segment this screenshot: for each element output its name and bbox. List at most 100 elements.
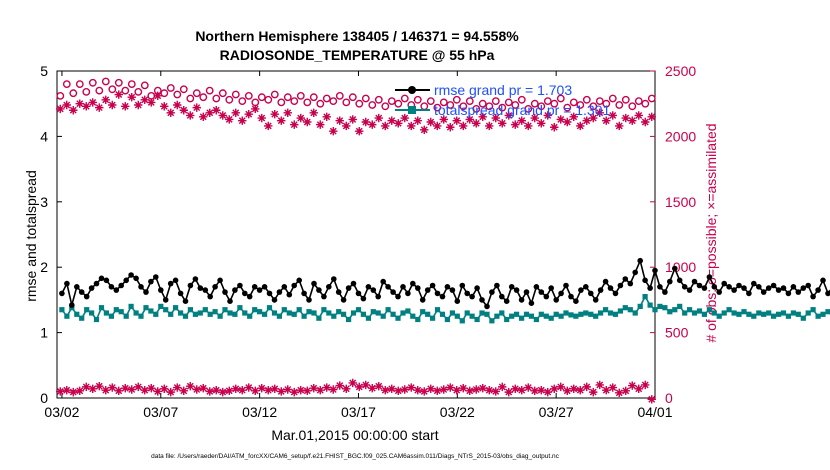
rmse-point — [716, 289, 722, 295]
spread-point — [711, 310, 717, 316]
spread-point — [474, 316, 480, 323]
rmse-point — [83, 293, 90, 300]
spread-point — [598, 310, 604, 316]
assimilated-low-point — [296, 385, 305, 395]
rmse-point — [69, 302, 75, 308]
spread-point — [138, 313, 144, 319]
spread-point — [776, 311, 782, 317]
spread-point — [350, 310, 357, 316]
rmse-point — [756, 284, 762, 290]
spread-point — [207, 311, 213, 317]
spread-point — [464, 310, 470, 316]
spread-point — [178, 310, 184, 316]
possible-point — [127, 80, 136, 89]
assimilated-point — [62, 100, 71, 110]
possible-point — [491, 97, 500, 106]
assimilated-low-point — [316, 385, 325, 395]
rmse-point — [113, 287, 120, 293]
spread-point — [785, 313, 791, 319]
spread-point — [158, 303, 164, 309]
assimilated-point — [277, 116, 286, 125]
possible-point — [329, 97, 338, 106]
rmse-point — [464, 290, 471, 297]
spread-point — [113, 307, 119, 313]
assimilated-point — [173, 100, 182, 110]
assimilated-low-point — [511, 384, 520, 394]
rmse-point — [563, 282, 569, 289]
rmse-point — [578, 287, 584, 293]
rmse-point — [523, 289, 530, 295]
rmse-point — [405, 290, 411, 297]
possible-point — [400, 94, 409, 103]
assimilated-point — [160, 102, 169, 111]
spread-point — [301, 313, 307, 319]
rmse-point — [187, 282, 194, 289]
x-tick-label: 03/07 — [143, 404, 178, 420]
x-axis-ticks: 03/02 03/07 03/12 03/17 03/22 03/27 04/01 — [44, 71, 673, 420]
spread-point — [790, 310, 796, 316]
spread-point — [286, 310, 292, 316]
rmse-point — [731, 287, 737, 293]
assimilated-point — [413, 116, 422, 125]
rmse-point — [741, 285, 747, 291]
spread-point — [459, 318, 465, 324]
spread-point — [271, 310, 278, 316]
spread-point — [642, 294, 648, 300]
possible-point — [641, 99, 650, 108]
spread-point — [593, 313, 599, 319]
assimilated-low-point — [114, 386, 123, 396]
spread-point — [326, 310, 332, 316]
rmse-point — [494, 282, 500, 289]
assimilated-low-point — [127, 385, 136, 394]
rmse-point — [167, 280, 174, 287]
assimilated-low-point — [589, 387, 598, 397]
spread-point — [202, 307, 208, 313]
assimilated-point — [348, 115, 357, 124]
rmse-point — [627, 280, 634, 287]
spread-point — [252, 307, 258, 313]
assimilated-point — [186, 111, 195, 120]
x-tick-label: 03/22 — [440, 404, 475, 420]
rmse-point — [261, 284, 268, 290]
rmse-point — [459, 282, 466, 289]
assimilated-point — [69, 106, 78, 115]
spread-point — [370, 309, 376, 315]
possible-point — [543, 97, 552, 106]
legend-spread-marker — [408, 106, 416, 114]
possible-point — [231, 90, 240, 99]
y-right-tick-label: 1000 — [665, 259, 696, 275]
assimilated-point — [264, 121, 273, 131]
assimilated-low-point — [101, 385, 110, 395]
spread-point — [662, 305, 668, 311]
assimilated-point — [504, 111, 513, 120]
series-assimilated-low — [56, 378, 656, 404]
spread-point — [405, 308, 411, 314]
spread-point — [603, 307, 609, 313]
spread-point — [222, 307, 228, 313]
assimilated-point — [381, 121, 390, 131]
possible-point — [212, 94, 221, 103]
y-right-tick-label: 0 — [665, 390, 673, 406]
possible-point — [465, 97, 474, 106]
possible-point — [309, 93, 318, 102]
rmse-point — [434, 290, 441, 297]
assimilated-point — [530, 113, 539, 123]
possible-point — [166, 84, 175, 92]
rmse-point — [444, 284, 451, 290]
spread-point — [415, 316, 421, 323]
assimilated-point — [608, 111, 617, 120]
rmse-point — [479, 297, 485, 303]
assimilated-low-point — [433, 386, 442, 396]
spread-point — [499, 310, 505, 316]
spread-point — [682, 310, 688, 316]
possible-point — [530, 99, 539, 108]
spread-point — [731, 310, 737, 316]
spread-point — [780, 310, 787, 316]
assimilated-point — [394, 119, 403, 128]
rmse-point — [662, 289, 668, 295]
assimilated-low-point — [335, 381, 344, 390]
spread-point — [741, 309, 747, 315]
legend: rmse grand pr = 1.703 totalspread grand … — [395, 82, 611, 118]
assimilated-point — [537, 119, 546, 128]
rmse-point — [331, 276, 337, 282]
